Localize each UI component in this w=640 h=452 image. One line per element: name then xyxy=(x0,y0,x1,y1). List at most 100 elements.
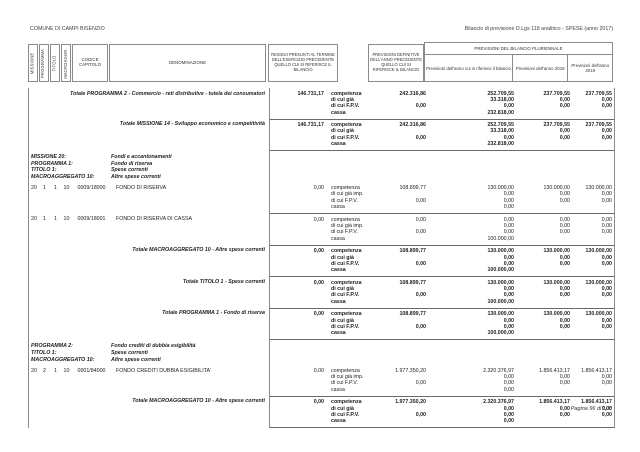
amounts: 0,00 competenza 1.977.350,20 2.320.376,97 1.… xyxy=(269,365,614,396)
amount-line: di cui F.P.V. 0,00 0,00 0,00 0,00 xyxy=(270,324,614,330)
previsioni-2019-value: 130.000,00 xyxy=(585,279,612,286)
page-number: Pagina 96 di 103 xyxy=(570,406,612,412)
col-header-anno-2018: Previsioni dell'anno 2018 xyxy=(512,55,567,81)
residui-value: 0,00 xyxy=(313,367,324,374)
previsioni-2019-value: 0,00 xyxy=(601,134,612,141)
capitolo-code: 0009/18000 xyxy=(77,185,106,191)
previsioni-2018-value xyxy=(514,267,570,273)
programma-code: 1 xyxy=(43,215,46,222)
residui-value xyxy=(270,204,324,210)
amount-line: cassa 232.818,00 xyxy=(270,110,614,116)
line-label: competenza xyxy=(331,367,360,374)
section-header: MISSIONE 20: Fondi e accantonamenti PROGRA… xyxy=(29,151,614,183)
line-label: di cui già xyxy=(331,317,354,324)
table-row-total: Totale MACROAGGREGATO 10 - Altre spese c… xyxy=(29,244,614,277)
programma-code: 1 xyxy=(43,185,46,191)
previsioni-2019-value: 1.856.413,17 xyxy=(581,399,612,406)
section-desc: Altre spese correnti xyxy=(111,356,161,363)
previsioni-2019-value: 130.000,00 xyxy=(585,311,612,318)
previsioni-2018-value: 0,00 xyxy=(559,373,570,380)
residui-value xyxy=(270,236,324,242)
amount-line: 146.731,17 competenza 242.316,86 252.709,55… xyxy=(270,91,614,97)
table-row-total: Totale MACROAGGREGATO 10 - Altre spese c… xyxy=(29,395,614,429)
previsioni-2018-value: 130.000,00 xyxy=(543,311,570,318)
line-label: competenza xyxy=(331,248,362,255)
section-desc: Fondi e accantonamenti xyxy=(111,154,172,161)
residui-value: 0,00 xyxy=(313,248,324,255)
previsioni-2018-value: 0,00 xyxy=(559,260,570,267)
previsioni-riferimento-value: 0,00 xyxy=(503,229,514,236)
amount-line: cassa 100.000,00 xyxy=(270,267,614,273)
residui-value: 146.731,17 xyxy=(297,90,324,97)
previsioni-2019-value: 0,00 xyxy=(601,222,612,229)
previsioni-2018-value: 130.000,00 xyxy=(543,279,570,286)
previsioni-2019-value: 0,00 xyxy=(601,191,612,198)
previsioni-riferimento-value: 0,00 xyxy=(503,260,514,267)
denominazione: FONDO CREDITI DUBBIA ESIGIBILITA' xyxy=(116,367,212,374)
previsioni-riferimento-value: 0,00 xyxy=(503,324,514,331)
previsioni-riferimento-value: 0,00 xyxy=(503,386,514,393)
previsioni-2019-value xyxy=(570,141,614,147)
amount-line: 0,00 competenza 108.899,77 130.000,00 130.00… xyxy=(270,185,614,191)
section-desc: Fondo crediti di dubbia esigibilità xyxy=(111,343,196,350)
previsioni-definitive-value xyxy=(370,330,426,336)
line-label: competenza xyxy=(331,122,362,129)
table-row-total: Totale TITOLO 1 - Spese correnti 0,00 com… xyxy=(29,276,614,308)
previsioni-riferimento-value: 2.320.376,97 xyxy=(483,367,514,374)
previsioni-definitive-value: 0,00 xyxy=(415,229,426,236)
previsioni-2019-value: 0,00 xyxy=(601,96,612,103)
previsioni-riferimento-value: 0,00 xyxy=(503,197,514,204)
previsioni-riferimento-value: 0,00 xyxy=(503,216,514,223)
line-label: competenza xyxy=(331,216,360,223)
total-denominazione: Totale MACROAGGREGATO 10 - Altre spese c… xyxy=(132,398,265,405)
total-denominazione: Totale PROGRAMMA 2 - Commercio - reti di… xyxy=(69,90,265,97)
table-row: 20 1 1 10 0009/18001 FONDO DI RISERVA DI… xyxy=(29,213,614,245)
col-header-macroaggr: MACROAGGR. xyxy=(61,44,71,82)
macroaggregato-code: 10 xyxy=(63,215,70,222)
previsioni-2018-value xyxy=(514,110,570,116)
previsioni-2018-value: 0,00 xyxy=(559,128,570,135)
previsioni-riferimento-value: 33.318,00 xyxy=(490,96,514,103)
previsioni-riferimento-value: 0,00 xyxy=(503,191,514,198)
line-label: di cui già xyxy=(331,286,354,293)
previsioni-definitive-value: 0,00 xyxy=(415,260,426,267)
previsioni-riferimento-value: 2.320.376,97 xyxy=(483,399,514,406)
amount-line: di cui F.P.V. 0,00 0,00 0,00 0,00 xyxy=(270,198,614,204)
residui-value: 0,00 xyxy=(313,216,324,223)
amount-line: 0,00 competenza 108.899,77 130.000,00 130.00… xyxy=(270,248,614,254)
previsioni-definitive-value xyxy=(370,418,426,424)
previsioni-riferimento-value: 100.000,00 xyxy=(487,298,514,305)
previsioni-2018-value xyxy=(514,204,570,210)
total-denominazione: Totale PROGRAMMA 1 - Fondo di riserva xyxy=(162,310,265,317)
previsioni-2018-value: 0,00 xyxy=(559,405,570,412)
previsioni-2018-value: 0,00 xyxy=(559,216,570,223)
residui-value: 0,00 xyxy=(313,311,324,318)
amounts: 0,00 competenza 108.899,77 130.000,00 130.00… xyxy=(269,244,614,277)
amount-line: di cui già 33.318,00 0,00 0,00 xyxy=(270,97,614,103)
previsioni-2018-value: 0,00 xyxy=(559,96,570,103)
amount-line: 0,00 competenza 0,00 0,00 0,00 0,00 xyxy=(270,217,614,223)
amount-line: 0,00 competenza 1.977.350,20 2.320.376,97 1.… xyxy=(270,368,614,374)
amount-line: di cui già imp. 0,00 0,00 0,00 xyxy=(270,223,614,229)
previsioni-riferimento-value: 0,00 xyxy=(503,254,514,261)
section-pair: MISSIONE 20: Fondi e accantonamenti xyxy=(31,154,269,161)
previsioni-definitive-value: 0,00 xyxy=(415,134,426,141)
col-header-missione: MISSIONE xyxy=(28,44,38,82)
section-label: MACROAGGREGATO 10: xyxy=(31,356,95,363)
line-label: cassa xyxy=(331,141,346,148)
previsioni-2018-value: 0,00 xyxy=(559,317,570,324)
previsioni-2019-value xyxy=(570,110,614,116)
line-label: di cui F.P.V. xyxy=(331,292,360,299)
previsioni-riferimento-value: 0,00 xyxy=(503,103,514,110)
previsioni-2019-value: 0,00 xyxy=(601,373,612,380)
previsioni-riferimento-value: 0,00 xyxy=(503,380,514,387)
col-header-residui: RESIDUI PRESUNTI AL TERMINE DELL'ESERCIZ… xyxy=(268,44,338,82)
previsioni-2018-value: 1.856.413,17 xyxy=(539,367,570,374)
line-label: cassa xyxy=(331,418,346,425)
line-label: di cui F.P.V. xyxy=(331,197,358,204)
previsioni-definitive-value: 108.899,77 xyxy=(399,311,426,318)
amount-line: cassa 100.000,00 xyxy=(270,236,614,242)
line-label: cassa xyxy=(331,386,345,393)
previsioni-definitive-value xyxy=(370,299,426,305)
table-row: 20 1 1 10 0009/18000 FONDO DI RISERVA 0,… xyxy=(29,182,614,214)
